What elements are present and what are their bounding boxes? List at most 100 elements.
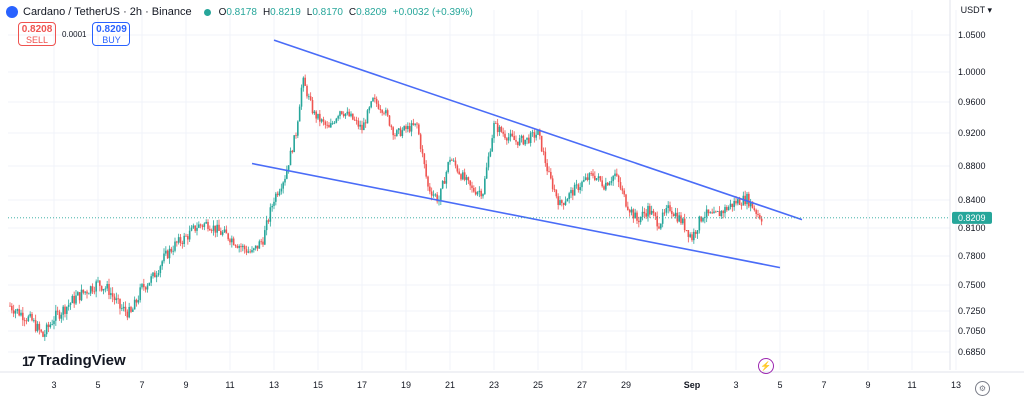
candle-body — [220, 230, 222, 235]
candle-body — [357, 120, 360, 127]
candle-body — [709, 212, 712, 214]
candle-body — [623, 190, 625, 195]
candle-body — [309, 96, 312, 101]
candle-body — [685, 230, 688, 231]
candle-body — [441, 180, 444, 189]
candle-body — [372, 97, 374, 102]
y-tick-label: 0.7250 — [958, 306, 986, 316]
candle-body — [265, 220, 268, 231]
candle-body — [397, 128, 400, 131]
x-tick-label: 5 — [777, 380, 782, 390]
candle-body — [84, 291, 86, 293]
candle-body — [465, 177, 468, 180]
candle-body — [170, 248, 173, 252]
candle-body — [243, 245, 246, 250]
candle-body — [264, 230, 266, 245]
gear-icon[interactable]: ⚙ — [975, 381, 990, 396]
candle-body — [135, 299, 138, 303]
candle-body — [363, 122, 365, 131]
x-tick-label: 29 — [621, 380, 631, 390]
candle-body — [729, 203, 732, 207]
current-price-tag-bg — [952, 211, 992, 224]
sell-button[interactable]: 0.8208 SELL — [18, 22, 56, 46]
candle-body — [344, 113, 347, 117]
candle-body — [33, 320, 35, 322]
candle-body — [25, 320, 28, 322]
y-tick-label: 0.8400 — [958, 195, 986, 205]
candle-body — [9, 305, 11, 307]
candle-body — [55, 310, 57, 321]
candle-body — [22, 312, 24, 321]
candle-body — [463, 172, 466, 180]
market-open-icon — [203, 8, 211, 16]
price-scale: 1.0500 1.0000 0.9600 0.9200 0.8800 0.8400 0.81… — [958, 30, 986, 357]
candle-body — [185, 235, 187, 237]
candle-body — [355, 120, 358, 121]
candle-body — [691, 234, 693, 241]
candle-body — [66, 306, 68, 314]
candle-body — [621, 188, 624, 191]
candle-body — [130, 306, 132, 312]
x-tick-label: 17 — [357, 380, 367, 390]
candle-body — [405, 126, 407, 130]
candle-body — [742, 195, 745, 206]
x-tick-label: 3 — [51, 380, 56, 390]
trendline-lower[interactable] — [251, 162, 781, 269]
y-tick-label: 0.8100 — [958, 223, 986, 233]
candle-body — [385, 110, 387, 114]
candle-body — [630, 209, 633, 213]
candle-body — [192, 225, 195, 228]
currency-selector[interactable]: USDT ▾ — [960, 5, 992, 15]
candle-body — [665, 207, 668, 213]
candle-body — [669, 205, 671, 211]
candle-body — [117, 298, 119, 300]
candle-body — [440, 188, 442, 201]
symbol-title[interactable]: Cardano / TetherUS · 2h · Binance — [23, 6, 192, 18]
candle-body — [627, 206, 629, 210]
candle-body — [370, 101, 372, 108]
candle-body — [517, 141, 519, 146]
candle-body — [295, 135, 297, 137]
candle-body — [115, 298, 118, 301]
candle-body — [713, 211, 715, 214]
candle-body — [579, 187, 581, 191]
candle-body — [386, 110, 389, 116]
candle-body — [632, 209, 635, 219]
candle-body — [163, 253, 165, 262]
candle-body — [749, 201, 752, 207]
candle-body — [258, 241, 261, 249]
candle-body — [368, 107, 371, 111]
candle-body — [102, 289, 105, 291]
candle-body — [649, 205, 651, 215]
candle-body — [335, 118, 338, 123]
bolt-icon[interactable]: ⚡ — [758, 358, 774, 374]
trendline-upper[interactable] — [273, 39, 803, 221]
candle-body — [106, 283, 108, 289]
candle-body — [650, 210, 653, 215]
candle-body — [735, 201, 737, 204]
candle-body — [564, 201, 567, 206]
candle-body — [75, 295, 77, 304]
candle-body — [89, 286, 92, 294]
candle-body — [401, 130, 404, 137]
x-tick-label: 13 — [951, 380, 961, 390]
candle-body — [599, 176, 602, 181]
candle-body — [456, 165, 459, 172]
candle-body — [731, 203, 734, 208]
candle-body — [638, 220, 640, 223]
buy-button[interactable]: 0.8209 BUY — [92, 22, 131, 46]
candle-body — [628, 209, 631, 213]
candle-body — [412, 123, 415, 125]
candle-body — [696, 230, 699, 234]
candle-body — [286, 169, 288, 179]
candle-body — [502, 131, 504, 134]
candle-body — [93, 291, 96, 293]
candle-body — [253, 248, 255, 251]
x-tick-label: 19 — [401, 380, 411, 390]
candle-body — [458, 171, 460, 175]
candle-body — [293, 135, 295, 153]
candle-body — [56, 310, 59, 312]
candle-body — [256, 245, 259, 249]
candle-body — [157, 273, 160, 276]
